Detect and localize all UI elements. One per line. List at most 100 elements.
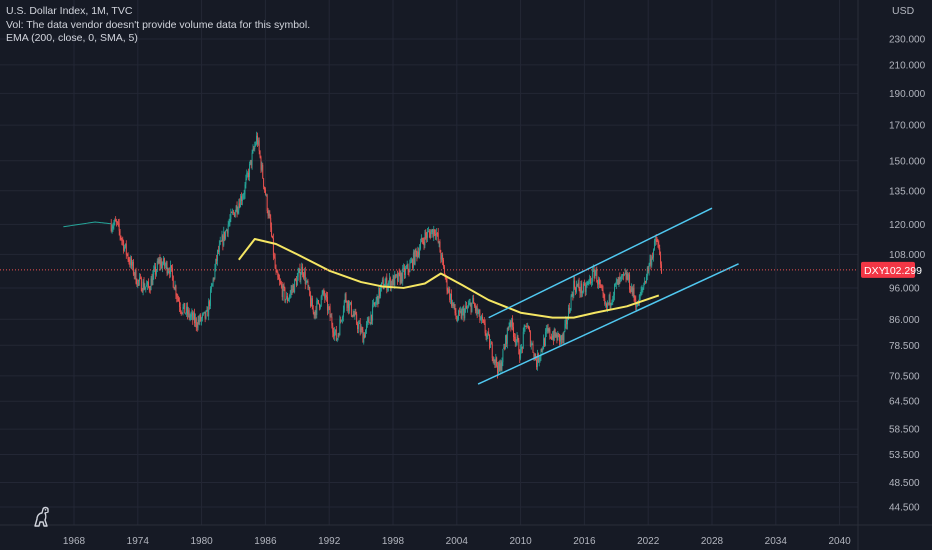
- candle-body: [119, 230, 121, 237]
- candle-body: [656, 240, 658, 242]
- candle-body: [378, 287, 380, 304]
- candle-body: [587, 281, 589, 284]
- candle-body: [316, 300, 318, 315]
- candle-body: [405, 267, 407, 269]
- candle-body: [437, 232, 439, 243]
- candle-body: [358, 322, 360, 324]
- candle-body: [186, 306, 187, 313]
- candle-body: [213, 278, 215, 280]
- candle-body: [528, 326, 530, 329]
- candle-body: [412, 259, 413, 268]
- candle-body: [493, 359, 495, 362]
- candle-body: [409, 263, 411, 272]
- candle-body: [140, 277, 142, 292]
- candle-body: [418, 251, 420, 256]
- candle-body: [390, 281, 392, 289]
- candle-body: [622, 274, 624, 276]
- candle-body: [337, 334, 339, 339]
- candle-body: [640, 289, 642, 296]
- candle-body: [591, 282, 592, 284]
- candle-body: [237, 210, 239, 213]
- candle-body: [596, 269, 598, 283]
- candle-body: [330, 316, 332, 318]
- candle-body: [618, 277, 620, 285]
- candle-body: [206, 309, 208, 311]
- candle-body: [575, 284, 577, 292]
- candle-body: [575, 287, 576, 292]
- candle-body: [112, 226, 114, 229]
- candle-body: [545, 329, 547, 333]
- candle-body: [340, 319, 342, 321]
- legend-volume[interactable]: Vol: The data vendor doesn't provide vol…: [6, 18, 311, 31]
- candle-body: [383, 287, 385, 289]
- candle-body: [497, 362, 499, 374]
- candle-body: [550, 336, 552, 338]
- candle-body: [660, 255, 662, 265]
- candle-body: [145, 286, 147, 288]
- candle-body: [466, 305, 467, 309]
- candle-body: [116, 221, 118, 223]
- candle-body: [250, 160, 252, 166]
- candle-body: [176, 295, 178, 298]
- candle-body: [273, 255, 275, 258]
- price-tag-background: [861, 261, 915, 278]
- candle-body: [257, 140, 259, 145]
- candle-body: [319, 303, 320, 308]
- candle-body: [149, 289, 151, 291]
- candle-body: [342, 310, 344, 317]
- candle-body: [256, 135, 258, 145]
- dino-logo-icon[interactable]: [32, 506, 54, 528]
- candle-body: [184, 302, 186, 314]
- candle-body: [534, 354, 536, 358]
- candle-body: [315, 310, 317, 315]
- y-tick-label: 70.500: [889, 371, 920, 382]
- candle-body: [142, 281, 144, 292]
- candle-body: [416, 251, 418, 258]
- candle-body: [326, 296, 328, 311]
- candle-body: [417, 251, 419, 258]
- candle-body: [289, 292, 291, 297]
- candle-body: [369, 322, 371, 325]
- candle-body: [546, 328, 548, 330]
- candle-body: [479, 309, 481, 321]
- candle-body: [320, 296, 322, 306]
- candle-body: [510, 321, 512, 327]
- candle-body: [612, 298, 614, 303]
- candle-body: [505, 335, 507, 344]
- candle-body: [570, 295, 572, 311]
- candle-body: [600, 284, 602, 288]
- candle-body: [560, 335, 561, 342]
- candle-body: [217, 250, 219, 252]
- candle-body: [627, 274, 629, 280]
- candle-body: [387, 286, 389, 291]
- candle-body: [125, 243, 127, 255]
- candle-body: [568, 307, 570, 312]
- candle-body: [199, 315, 201, 322]
- candle-body: [457, 319, 459, 321]
- candle-body: [307, 281, 309, 288]
- candle-body: [571, 293, 573, 296]
- legend-ema[interactable]: EMA (200, close, 0, SMA, 5): [6, 32, 138, 44]
- x-tick-label: 1974: [127, 536, 150, 547]
- candle-body: [468, 303, 470, 306]
- candle-body: [569, 310, 571, 312]
- candle-body: [583, 283, 585, 285]
- candle-body: [332, 325, 334, 333]
- candle-body: [581, 283, 583, 294]
- candle-body: [388, 282, 390, 287]
- legend-title[interactable]: U.S. Dollar Index, 1M, TVC: [6, 5, 133, 17]
- candle-body: [277, 271, 279, 277]
- candle-body: [402, 268, 404, 282]
- candle-body: [491, 343, 493, 359]
- candle-body: [317, 300, 319, 301]
- candle-body: [314, 310, 316, 316]
- candle-body: [412, 252, 414, 268]
- candle-body: [308, 287, 310, 289]
- candle-body: [151, 278, 153, 286]
- candle-body: [282, 285, 284, 298]
- candle-body: [153, 269, 155, 275]
- candle-body: [505, 335, 506, 348]
- candle-body: [530, 343, 532, 346]
